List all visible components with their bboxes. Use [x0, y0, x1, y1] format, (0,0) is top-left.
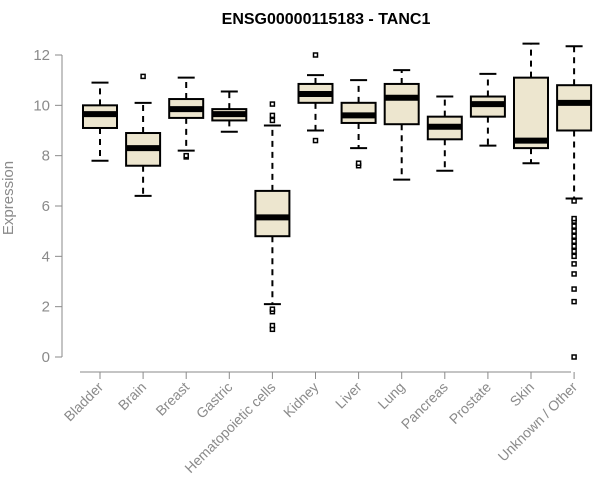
outlier-point — [571, 298, 577, 305]
outlier-point — [571, 271, 577, 277]
outlier-point — [571, 354, 577, 360]
box-iqr — [556, 84, 593, 132]
outlier-point — [571, 253, 577, 260]
y-tick-label: 4 — [42, 248, 50, 265]
outlier-point — [571, 228, 577, 234]
outlier-point — [571, 223, 577, 229]
x-tick-label: Bladder — [61, 379, 107, 425]
y-tick-label: 12 — [33, 47, 50, 64]
x-tick-label: Kidney — [280, 379, 322, 421]
outlier-point — [571, 261, 577, 267]
x-tick-label: Liver — [332, 379, 365, 412]
box-group — [426, 95, 463, 172]
y-tick-label: 6 — [42, 198, 50, 215]
box-group — [383, 69, 420, 181]
y-tick-label: 0 — [42, 349, 50, 366]
x-tick-label: Unknown / Other — [495, 379, 581, 465]
outlier-point — [571, 233, 577, 239]
x-tick-label: Breast — [152, 379, 192, 419]
outlier-point — [140, 73, 146, 80]
outlier-point — [571, 286, 577, 292]
box-group — [168, 76, 205, 160]
box-group — [469, 72, 506, 147]
box-group — [297, 52, 334, 144]
outlier-point — [269, 117, 276, 124]
box-iqr — [513, 76, 549, 150]
outlier-point — [571, 243, 577, 250]
outlier-point — [269, 322, 276, 329]
y-axis-label: Expression — [0, 161, 17, 235]
box-iqr — [383, 82, 420, 126]
y-tick-label: 8 — [42, 148, 50, 165]
outlier-point — [571, 248, 577, 255]
box-group — [211, 90, 248, 133]
x-tick-label: Brain — [115, 379, 149, 413]
x-tick-label: Gastric — [193, 379, 236, 422]
outlier-point — [269, 112, 276, 119]
outlier-point — [571, 238, 577, 244]
box-group — [82, 81, 118, 162]
outlier-point — [355, 160, 362, 166]
y-axis-ticks: 0 2 4 6 8 10 12 — [33, 47, 62, 366]
outlier-point — [312, 137, 319, 144]
x-tick-label: Prostate — [446, 379, 494, 427]
outlier-point — [269, 306, 276, 312]
outlier-point — [571, 215, 577, 222]
box-group — [513, 42, 549, 165]
x-tick-label: Skin — [507, 379, 538, 410]
box-group — [125, 73, 162, 197]
box-group — [254, 101, 291, 333]
outlier-point — [312, 52, 319, 58]
x-tick-label: Lung — [374, 379, 407, 412]
y-tick-label: 2 — [42, 299, 50, 316]
box-iqr — [254, 189, 291, 238]
outlier-point — [183, 152, 189, 159]
outlier-point — [571, 198, 577, 204]
y-tick-label: 10 — [33, 97, 50, 114]
box-group — [556, 45, 593, 360]
box-group — [340, 79, 377, 169]
outlier-point — [269, 101, 276, 107]
x-tick-label: Pancreas — [398, 379, 451, 432]
chart-title: ENSG00000115183 - TANC1 — [222, 11, 431, 28]
boxes-layer — [82, 42, 593, 360]
